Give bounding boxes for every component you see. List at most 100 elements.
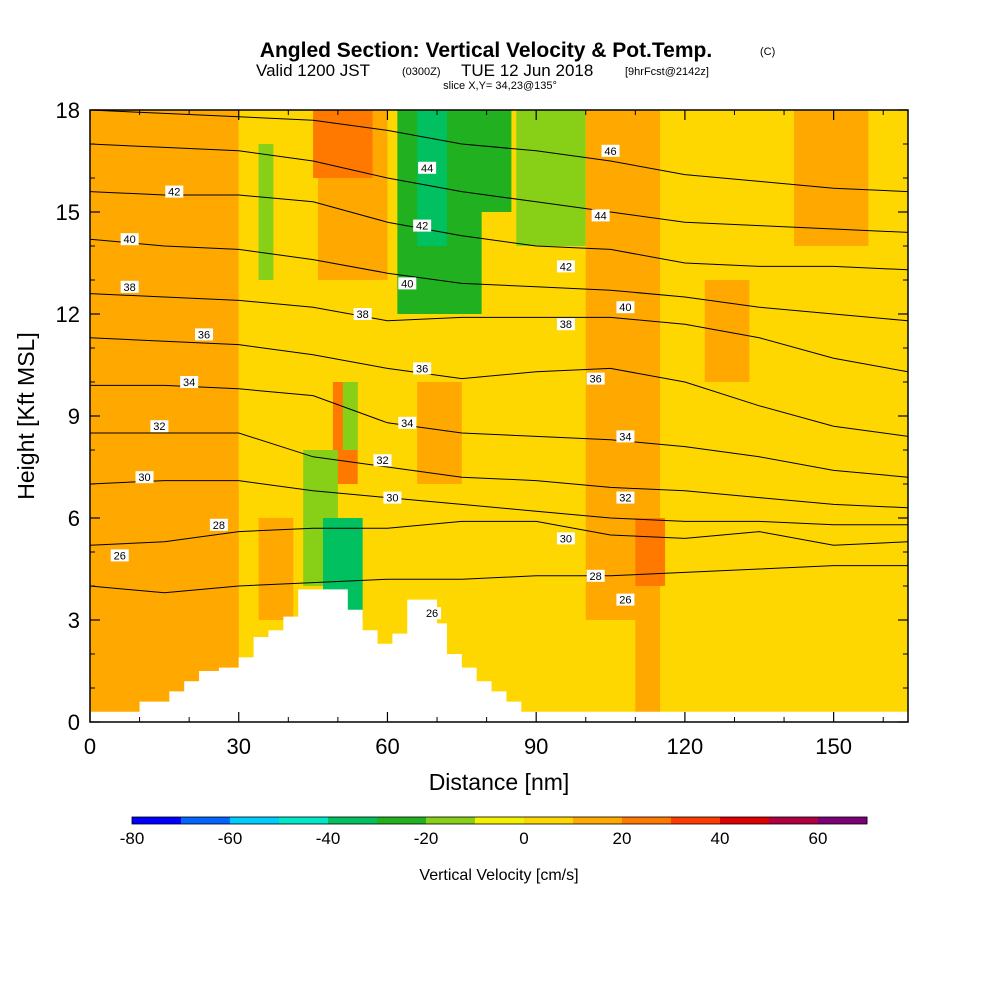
velocity-cell [471, 110, 512, 212]
isentrope-label-bg [150, 420, 169, 433]
valid-prefix: Valid 1200 JST [256, 61, 370, 80]
isentrope-label: 34 [619, 431, 631, 443]
velocity-cell [833, 654, 908, 722]
slice-info: slice X,Y= 34,23@135° [443, 80, 557, 92]
isentrope-label: 42 [168, 187, 180, 199]
isentrope-label: 26 [619, 595, 631, 607]
colorbar-tick-label: -20 [414, 829, 439, 848]
isentrope-label: 32 [619, 493, 631, 505]
velocity-cell [342, 382, 358, 450]
isentrope-label: 30 [138, 472, 150, 484]
colorbar-tick-label: -80 [120, 829, 145, 848]
y-tick-label: 6 [68, 506, 80, 531]
colorbar-tick-label: -40 [316, 829, 341, 848]
velocity-cell [635, 518, 666, 586]
title-unit: (C) [760, 46, 775, 58]
isentrope-labels: 26 28 30 32 34 36 38 40 42 38 40 42 44 36 34 32 30 26 46 44… [110, 144, 635, 620]
x-tick-label: 0 [84, 734, 96, 759]
colorbar-swatch [279, 817, 329, 824]
isentropes [90, 110, 908, 594]
isentrope-42 [90, 191, 908, 271]
isentrope-label-bg [110, 549, 129, 562]
isentrope-label-bg [398, 416, 417, 429]
isentrope-label-bg [413, 362, 432, 375]
isentrope-40 [90, 238, 908, 322]
isentrope-label: 38 [124, 282, 136, 294]
velocity-cell [90, 110, 239, 722]
colorbar-tick-label: 60 [809, 829, 828, 848]
isentrope-label: 38 [560, 319, 572, 331]
colorbar-frame [131, 816, 868, 825]
isentrope-label-bg [398, 277, 417, 290]
colorbar-swatch [328, 817, 378, 824]
isentrope-label-bg [165, 185, 184, 198]
isentrope-label-bg [586, 569, 605, 582]
isentrope-32 [90, 432, 908, 509]
velocity-field [90, 110, 908, 722]
x-tick-label: 120 [667, 734, 704, 759]
isentrope-label-bg [180, 376, 199, 388]
isentrope-label: 34 [401, 418, 413, 430]
velocity-cell [417, 382, 462, 484]
isentrope-30 [90, 480, 908, 526]
terrain-profile [90, 589, 908, 722]
isentrope-label-bg [423, 607, 442, 620]
isentrope-label: 40 [619, 302, 631, 314]
isentrope-44 [90, 143, 908, 233]
isentrope-label: 30 [560, 533, 572, 545]
isentrope-label: 44 [421, 163, 433, 175]
valid-utc: (0300Z) [402, 66, 441, 78]
velocity-cell [258, 518, 294, 620]
colorbar-swatch [230, 817, 280, 824]
isentrope-label: 40 [124, 234, 136, 246]
y-tick-label: 9 [68, 404, 80, 429]
isentrope-label-bg [195, 328, 214, 341]
colorbar-swatch [769, 817, 819, 824]
colorbar-swatch [573, 817, 623, 824]
colorbar-tick-label: 20 [613, 829, 632, 848]
isentrope-label: 32 [376, 455, 388, 467]
colorbar-swatch [622, 817, 672, 824]
isentrope-label: 26 [426, 608, 438, 620]
isentrope-label-bg [413, 219, 432, 232]
isentrope-label: 44 [595, 210, 607, 222]
x-axis-label: Distance [nm] [429, 769, 570, 795]
colorbar-swatch [181, 817, 231, 824]
isentrope-label: 42 [560, 261, 572, 273]
forecast-tag: [9hrFcst@2142z] [625, 66, 709, 78]
colorbar-tick-label: -60 [218, 829, 243, 848]
colorbar-tick-label: 40 [711, 829, 730, 848]
colorbar-label: Vertical Velocity [cm/s] [419, 867, 578, 884]
isentrope-label-bg [556, 318, 575, 331]
colorbar-swatch [818, 817, 868, 824]
isentrope-label-bg [616, 301, 635, 314]
isentrope-label-bg [209, 518, 228, 531]
velocity-cell [714, 620, 804, 722]
isentrope-label-bg [383, 491, 402, 504]
isentrope-26 [90, 565, 908, 594]
isentrope-label-bg [353, 308, 372, 320]
velocity-cell [551, 620, 636, 722]
valid-date: TUE 12 Jun 2018 [461, 61, 593, 80]
isentrope-label: 40 [401, 278, 413, 290]
colorbar-tick-label: 0 [519, 829, 528, 848]
y-tick-label: 3 [68, 608, 80, 633]
y-axis-label: Height [Kft MSL] [13, 332, 39, 499]
colorbar-swatch [132, 817, 182, 824]
isentrope-label-bg [120, 233, 139, 246]
isentrope-label-bg [556, 532, 575, 545]
isentrope-label: 36 [416, 363, 428, 375]
y-tick-label: 15 [56, 200, 80, 225]
isentrope-label-bg [586, 372, 605, 385]
velocity-cell [516, 110, 586, 246]
colorbar-swatch [524, 817, 574, 824]
isentrope-label: 30 [386, 493, 398, 505]
isentrope-36 [90, 337, 908, 437]
isentrope-label: 26 [114, 550, 126, 562]
y-tick-label: 12 [56, 302, 80, 327]
colorbar-swatch [720, 817, 770, 824]
colorbar-swatch [426, 817, 476, 824]
